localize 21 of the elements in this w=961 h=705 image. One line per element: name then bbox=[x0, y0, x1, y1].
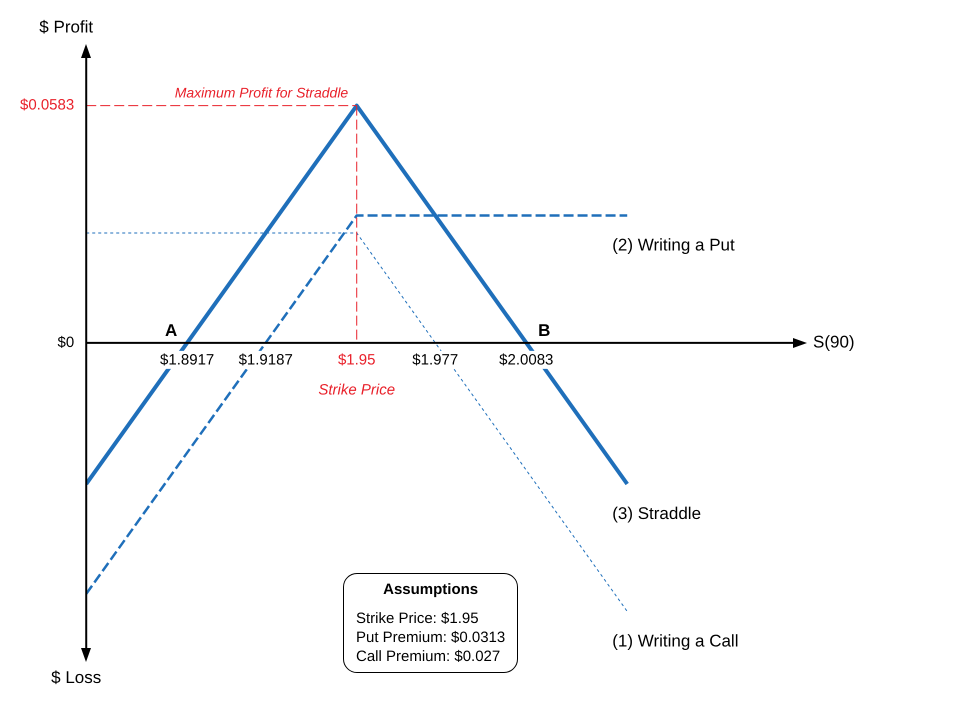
text: $ Loss bbox=[51, 668, 102, 688]
x-axis-title: S(90) bbox=[813, 332, 855, 352]
annotation: Call Premium: $0.027 bbox=[356, 647, 502, 666]
x-tick-label: $1.9187 bbox=[238, 351, 293, 368]
x-tick-label: $1.977 bbox=[412, 351, 458, 368]
annotation: B bbox=[538, 321, 550, 340]
series-label: (1) Writing a Call bbox=[612, 632, 738, 651]
annotation: Maximum Profit for Straddle bbox=[174, 84, 348, 100]
series-label: (3) Straddle bbox=[612, 504, 702, 524]
annotation: Put Premium: $0.0313 bbox=[356, 628, 506, 647]
x-tick-label: $1.8917 bbox=[160, 351, 214, 368]
y-axis-title: $ Profit bbox=[39, 18, 94, 37]
series-label: (2) Writing a Put bbox=[612, 236, 735, 255]
annotation: A bbox=[165, 321, 178, 340]
x-tick-label: $2.0083 bbox=[499, 351, 554, 368]
annotation: Assumptions bbox=[382, 580, 480, 599]
annotation: Strike Price: $1.95 bbox=[356, 609, 480, 628]
y-tick-label: $0.0583 bbox=[20, 96, 74, 114]
y-tick-label: $0 bbox=[58, 334, 74, 351]
annotation: Strike Price bbox=[318, 382, 396, 398]
x-tick-label: $1.95 bbox=[338, 351, 376, 368]
